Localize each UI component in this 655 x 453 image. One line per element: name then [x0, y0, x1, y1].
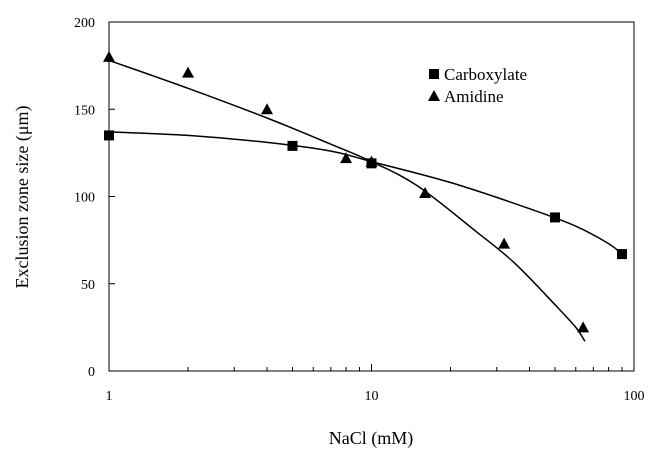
- x-tick-label: 10: [365, 389, 379, 404]
- legend-label-amidine: Amidine: [444, 87, 504, 106]
- data-points: [103, 50, 627, 333]
- data-point-amidine: [498, 237, 511, 249]
- legend: Carboxylate Amidine: [428, 65, 527, 106]
- trend-line-amidine: [108, 59, 586, 342]
- data-point-carboxylate: [287, 140, 298, 151]
- legend-marker-carboxylate: [429, 69, 439, 79]
- data-point-amidine: [261, 103, 274, 115]
- data-point-carboxylate: [616, 249, 627, 260]
- axes: 0 50 100 150 200 1 10 100: [74, 16, 645, 404]
- trend-lines: [108, 59, 623, 342]
- y-tick-label: 200: [74, 16, 95, 31]
- data-point-carboxylate: [104, 130, 114, 141]
- data-point-amidine: [182, 66, 195, 78]
- y-tick-label: 100: [74, 191, 95, 206]
- x-axis-title: NaCl (mM): [329, 428, 414, 449]
- data-point-amidine: [340, 152, 353, 164]
- data-point-carboxylate: [549, 212, 560, 223]
- data-point-amidine: [103, 50, 115, 62]
- y-axis-title: Exclusion zone size (μm): [12, 105, 33, 288]
- data-point-amidine: [419, 187, 432, 199]
- data-point-amidine: [365, 155, 378, 167]
- x-tick-label: 1: [106, 389, 113, 404]
- data-point-amidine: [577, 321, 590, 333]
- y-tick-label: 0: [88, 365, 95, 380]
- y-tick-label: 150: [74, 103, 95, 118]
- legend-label-carboxylate: Carboxylate: [444, 65, 527, 84]
- legend-marker-amidine: [428, 90, 440, 101]
- y-tick-label: 50: [81, 278, 95, 293]
- x-tick-label: 100: [624, 389, 645, 404]
- trend-line-carboxylate: [108, 131, 623, 255]
